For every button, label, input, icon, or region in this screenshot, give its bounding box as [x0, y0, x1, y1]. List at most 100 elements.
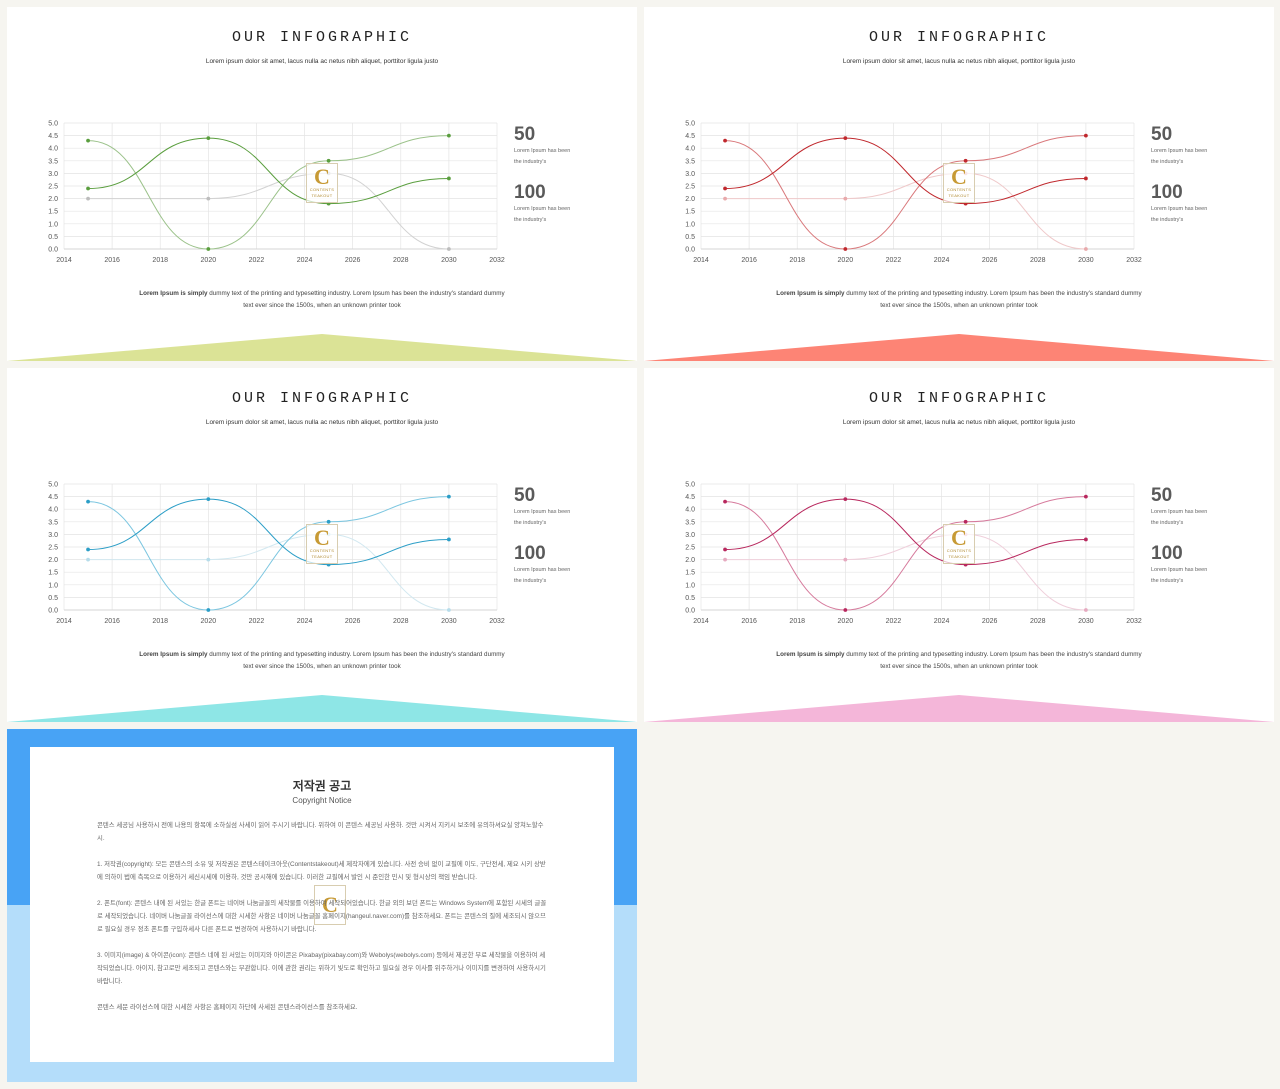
body-line-2: text ever since the 1500s, when an unkno… [243, 302, 401, 309]
y-tick-label: 5.0 [685, 121, 695, 128]
notice-card: 저작권 공고 Copyright Notice C 콘텐스 세공님 사용하시 전… [30, 747, 614, 1062]
notice-title: 저작권 공고 [292, 779, 352, 793]
x-tick-label: 2024 [297, 618, 313, 625]
x-tick-label: 2028 [1030, 618, 1046, 625]
slide-title: OUR INFOGRAPHIC [231, 29, 413, 46]
y-tick-label: 2.5 [685, 545, 695, 552]
slide-title: OUR INFOGRAPHIC [231, 390, 413, 407]
slide-title: OUR INFOGRAPHIC [868, 390, 1050, 407]
body-bold: Lorem Ipsum is simply [139, 290, 208, 297]
stat-desc-2: the industry's [514, 159, 547, 165]
body-line: dummy text of the printing and typesetti… [844, 290, 1142, 297]
y-tick-label: 4.0 [685, 507, 695, 514]
body-text: Lorem Ipsum is simply dummy text of the … [117, 649, 527, 673]
x-tick-label: 2022 [886, 257, 902, 264]
logo-mark: C CONTENTS TEAKOUT [306, 163, 338, 203]
body-bold: Lorem Ipsum is simply [139, 651, 208, 658]
notice-body: 콘텐스 세공님 사용하시 전에 나용의 항목에 소하실섬 사세이 읽어 주시기 … [97, 819, 549, 1027]
logo-mark: C CONTENTS TEAKOUT [943, 524, 975, 564]
stat-desc: Lorem Ipsum has been [514, 148, 571, 154]
series-line [725, 137, 1086, 205]
y-tick-label: 4.5 [685, 133, 695, 140]
data-point [86, 196, 90, 201]
stat-desc: Lorem Ipsum has been [1151, 567, 1208, 573]
y-tick-label: 3.0 [685, 532, 695, 539]
x-tick-label: 2014 [693, 257, 709, 264]
data-point [723, 547, 727, 552]
slide-red: OUR INFOGRAPHIC Lorem ipsum dolor sit am… [644, 7, 1274, 361]
logo-mark: C CONTENTS TEAKOUT [943, 163, 975, 203]
slide-subtitle: Lorem ipsum dolor sit amet, lacus nulla … [205, 58, 439, 65]
stat-value: 100 [514, 182, 546, 203]
y-tick-label: 4.5 [48, 494, 58, 501]
data-point [86, 557, 90, 562]
body-line-2: text ever since the 1500s, when an unkno… [243, 663, 401, 670]
data-point [843, 247, 848, 251]
y-tick-label: 0.5 [48, 234, 58, 241]
bottom-triangle [644, 334, 1274, 361]
x-tick-label: 2018 [152, 257, 168, 264]
triangle-shape [644, 695, 1274, 722]
y-tick-label: 5.0 [48, 121, 58, 128]
data-point [206, 557, 211, 562]
x-tick-label: 2026 [345, 618, 361, 625]
y-tick-label: 0.5 [685, 234, 695, 241]
data-point [723, 499, 727, 504]
notice-paragraph: 콘텐스 세공님 사용하시 전에 나용의 항목에 소하실섬 사세이 읽어 주시기 … [97, 822, 544, 842]
triangle-shape [7, 334, 637, 361]
y-tick-label: 4.0 [685, 146, 695, 153]
notice-paragraph-license: 콘텐스 세문 라이선스에 대한 시세한 사항은 홈페이지 하단에 사세된 콘텐스… [97, 1004, 358, 1011]
x-tick-label: 2032 [489, 257, 505, 264]
y-tick-label: 5.0 [48, 482, 58, 489]
x-tick-label: 2020 [838, 618, 854, 625]
body-text: Lorem Ipsum is simply dummy text of the … [117, 288, 527, 312]
y-tick-label: 4.0 [48, 146, 58, 153]
series-line [725, 135, 1086, 250]
data-point [1083, 537, 1088, 542]
body-line: dummy text of the printing and typesetti… [207, 651, 505, 658]
body-line: dummy text of the printing and typesetti… [207, 290, 505, 297]
x-tick-label: 2030 [1078, 618, 1094, 625]
x-tick-label: 2028 [1030, 257, 1046, 264]
x-tick-label: 2020 [201, 618, 217, 625]
y-tick-label: 3.0 [685, 171, 695, 178]
logo-letter: C [951, 525, 967, 550]
y-tick-label: 4.0 [48, 507, 58, 514]
x-tick-label: 2028 [393, 618, 409, 625]
y-tick-label: 2.0 [685, 557, 695, 564]
x-tick-label: 2026 [982, 618, 998, 625]
series-line [88, 498, 449, 566]
stat-block: 50 Lorem Ipsum has been the industry's [514, 485, 604, 529]
data-point [446, 176, 451, 181]
notice-subtitle: Copyright Notice [292, 796, 352, 805]
stat-desc-2: the industry's [1151, 578, 1184, 584]
bottom-triangle [7, 334, 637, 361]
notice-paragraph-font: 2. 폰트(font): 콘텐스 내에 된 서있는 한글 폰트는 네이버 나눔글… [97, 900, 547, 933]
data-point [206, 247, 211, 251]
data-point [723, 196, 727, 201]
data-point [1083, 133, 1088, 138]
data-point [446, 494, 451, 499]
y-tick-label: 0.0 [685, 247, 695, 254]
y-tick-label: 0.5 [685, 595, 695, 602]
x-tick-label: 2020 [201, 257, 217, 264]
y-tick-label: 2.5 [48, 545, 58, 552]
line-chart: 0.0 0.5 1.0 1.5 2.0 2.5 3.0 3.5 4.0 4.5 5.0 2014 201… [48, 482, 505, 626]
y-tick-label: 1.0 [685, 221, 695, 228]
x-tick-label: 2024 [934, 618, 950, 625]
stat-desc: Lorem Ipsum has been [514, 206, 571, 212]
logo-letter: C [314, 525, 330, 550]
stat-value: 50 [514, 485, 536, 506]
stat-desc: Lorem Ipsum has been [514, 509, 571, 515]
bottom-triangle [7, 695, 637, 722]
data-point [86, 186, 90, 191]
series-line [88, 135, 449, 250]
x-tick-label: 2026 [982, 257, 998, 264]
logo-mark: C CONTENTS TEAKOUT [306, 524, 338, 564]
body-text: Lorem Ipsum is simply dummy text of the … [754, 288, 1164, 312]
y-tick-label: 1.0 [48, 582, 58, 589]
series-line [88, 137, 449, 205]
line-chart: 0.0 0.5 1.0 1.5 2.0 2.5 3.0 3.5 4.0 4.5 5.0 2014 201… [48, 121, 505, 265]
slide-subtitle: Lorem ipsum dolor sit amet, lacus nulla … [205, 419, 439, 426]
logo-text: CONTENTS [946, 548, 972, 553]
